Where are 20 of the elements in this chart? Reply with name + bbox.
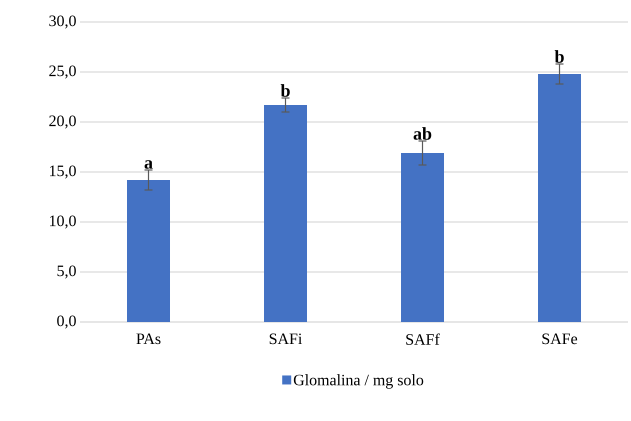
y-tick-label: 20,0 bbox=[49, 115, 76, 129]
bar bbox=[127, 180, 170, 322]
y-tick-label: 15,0 bbox=[50, 165, 76, 179]
annotation: b bbox=[280, 84, 290, 97]
x-tick-label: PAs bbox=[136, 333, 160, 344]
annotation: ab bbox=[414, 127, 432, 140]
x-tick-label: SAFf bbox=[406, 333, 440, 345]
bar bbox=[401, 153, 444, 322]
y-tick-label: 0,0 bbox=[57, 315, 76, 329]
y-tick-label: 10,0 bbox=[50, 215, 76, 229]
bar bbox=[538, 74, 582, 322]
legend-label: Glomalina / mg solo bbox=[294, 374, 424, 389]
x-tick-label: SAFi bbox=[270, 333, 302, 344]
y-tick-label: 25,0 bbox=[49, 65, 76, 79]
x-tick-label: SAFe bbox=[542, 333, 578, 344]
annotation: b bbox=[554, 50, 564, 63]
y-tick-label: 30,0 bbox=[49, 15, 76, 29]
annotation: a bbox=[144, 160, 153, 169]
bar bbox=[264, 105, 308, 322]
y-tick-label: 5,0 bbox=[57, 265, 76, 279]
